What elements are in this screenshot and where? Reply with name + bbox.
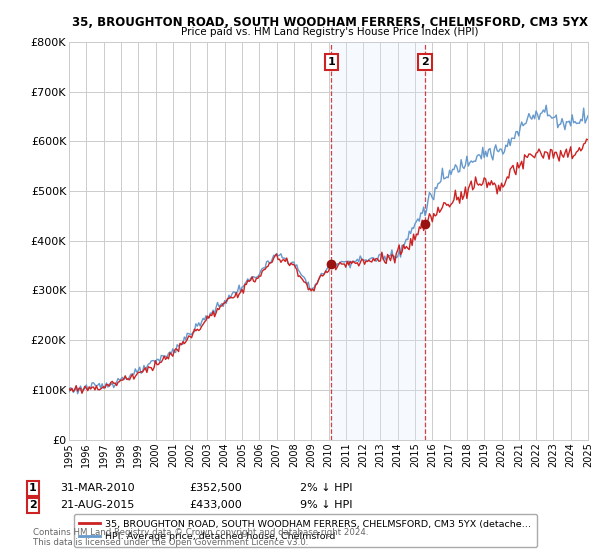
- Text: 2: 2: [421, 57, 429, 67]
- Text: 9% ↓ HPI: 9% ↓ HPI: [300, 500, 353, 510]
- Text: 2% ↓ HPI: 2% ↓ HPI: [300, 483, 353, 493]
- Text: £433,000: £433,000: [189, 500, 242, 510]
- Text: 1: 1: [29, 483, 37, 493]
- Text: 31-MAR-2010: 31-MAR-2010: [60, 483, 134, 493]
- Text: 1: 1: [328, 57, 335, 67]
- Text: Price paid vs. HM Land Registry's House Price Index (HPI): Price paid vs. HM Land Registry's House …: [181, 27, 479, 37]
- Text: 2: 2: [29, 500, 37, 510]
- Bar: [331, 42, 425, 440]
- Text: 21-AUG-2015: 21-AUG-2015: [60, 500, 134, 510]
- Legend: 35, BROUGHTON ROAD, SOUTH WOODHAM FERRERS, CHELMSFORD, CM3 5YX (detache…, HPI: A: 35, BROUGHTON ROAD, SOUTH WOODHAM FERRER…: [74, 514, 536, 547]
- Text: 35, BROUGHTON ROAD, SOUTH WOODHAM FERRERS, CHELMSFORD, CM3 5YX: 35, BROUGHTON ROAD, SOUTH WOODHAM FERRER…: [72, 16, 588, 29]
- Text: Contains HM Land Registry data © Crown copyright and database right 2024.
This d: Contains HM Land Registry data © Crown c…: [33, 528, 368, 547]
- Text: £352,500: £352,500: [189, 483, 242, 493]
